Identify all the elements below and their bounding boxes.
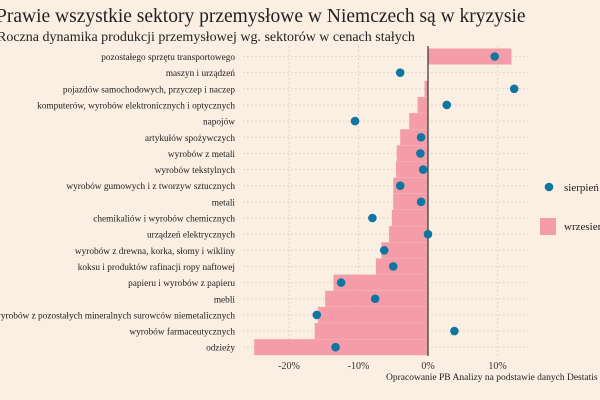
bar <box>381 242 428 259</box>
category-label: wyrobów z pozostałych mineralnych surowc… <box>0 311 235 321</box>
dot <box>395 68 405 77</box>
bar <box>424 80 428 97</box>
category-label: pozostałego sprzętu transportowego <box>101 53 235 63</box>
category-label: maszyn i urządzeń <box>166 69 236 79</box>
category-label: wyrobów gumowych i z tworzyw sztucznych <box>66 182 235 192</box>
bar <box>318 306 428 323</box>
dot <box>509 84 519 94</box>
category-label: napojów <box>203 118 235 128</box>
x-tick-label: -10% <box>348 361 370 372</box>
x-tick-label: -20% <box>278 361 300 372</box>
dot <box>423 229 433 239</box>
bar <box>396 161 428 178</box>
chart-title: Prawie wszystkie sektory przemysłowe w N… <box>0 6 526 27</box>
chart-subtitle: Roczna dynamika produkcji przemysłowej w… <box>0 30 415 45</box>
category-label: komputerów, wyrobów elektronicznych i op… <box>37 101 235 111</box>
legend-marker-wrzesien <box>540 218 556 235</box>
dot <box>418 165 428 174</box>
bar <box>333 274 428 291</box>
category-label: koksu i produktów rafinacji ropy naftowe… <box>78 262 235 273</box>
bar <box>393 193 428 210</box>
dot <box>350 116 360 126</box>
bar <box>417 96 428 113</box>
bar <box>391 210 428 226</box>
dot <box>416 132 426 142</box>
category-label: wyrobów tekstylnych <box>155 166 236 176</box>
category-label: wyrobów z drewna, korka, słomy i wikliny <box>75 247 235 257</box>
dot <box>370 294 380 304</box>
category-label: odzieży <box>206 344 235 354</box>
bar <box>428 48 512 65</box>
dot <box>368 213 377 223</box>
dot <box>336 278 346 287</box>
category-label: mebli <box>214 295 236 305</box>
dot <box>388 262 398 271</box>
category-label: metali <box>212 198 236 208</box>
bar <box>375 258 428 275</box>
dot <box>331 342 340 352</box>
category-label: pojazdów samochodowych, przyczep i nacze… <box>63 85 236 95</box>
dot <box>450 326 459 336</box>
x-tick-label: 10% <box>488 361 506 372</box>
bar <box>314 323 428 340</box>
dot <box>490 52 500 61</box>
category-label: wyrobów farmaceutycznych <box>129 327 235 338</box>
chart-caption: Opracowanie PB Analizy na podstawie dany… <box>386 373 598 383</box>
dot <box>416 197 426 207</box>
category-label: chemikaliów i wyrobów chemicznych <box>93 215 235 225</box>
category-label: urządzeń elektrycznych <box>147 231 235 241</box>
legend-label-sierpien: sierpień <box>564 182 599 194</box>
bar <box>254 339 428 356</box>
dot <box>395 181 405 190</box>
legend-label-wrzesien: wrzesień <box>564 221 600 233</box>
category-label: artykułów spożywczych <box>145 134 235 144</box>
x-tick-label: 0% <box>421 361 434 372</box>
bar <box>389 226 428 243</box>
dot <box>312 310 322 320</box>
dot <box>416 149 425 158</box>
category-label: wyrobów z metali <box>168 150 236 160</box>
bar <box>409 113 428 130</box>
bar <box>393 177 428 194</box>
dot <box>442 100 452 110</box>
dot <box>379 246 389 255</box>
category-label: papieru i wyrobów z papieru <box>128 279 235 289</box>
legend-marker-sierpien <box>544 182 554 192</box>
